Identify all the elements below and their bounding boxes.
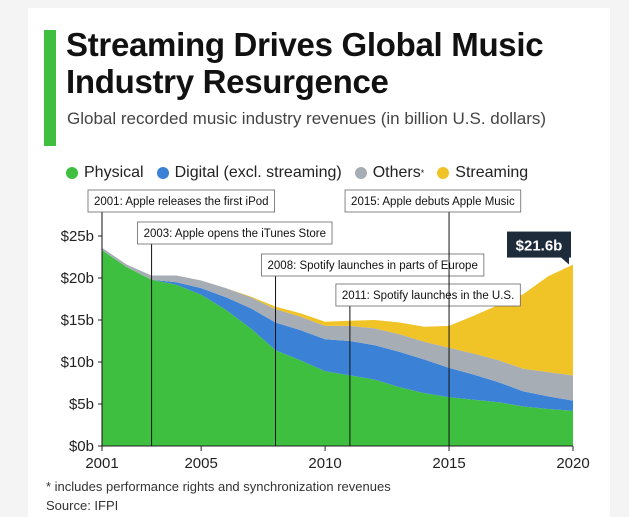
legend-label: Others [372, 164, 421, 181]
series-area-streaming [102, 247, 573, 376]
chart-title: Streaming Drives Global Music Industry R… [66, 26, 544, 100]
annotation-box [137, 221, 333, 245]
legend-item-digital: Digital (excl. streaming) [156, 164, 342, 182]
legend-swatch [156, 167, 169, 179]
legend-swatch [354, 167, 367, 179]
legend-item-others: Others * [354, 164, 425, 182]
end-value-badge-pointer [561, 257, 569, 265]
legend-label: Streaming [455, 164, 529, 181]
annotation-box [261, 253, 485, 277]
y-tick-label: $0b [69, 438, 94, 455]
legend-footnote-mark: * [420, 168, 425, 178]
annotation-box [87, 189, 275, 213]
legend-label: Physical [84, 164, 144, 181]
x-tick-label: 2005 [184, 455, 217, 472]
annotation-label: 2003: Apple opens the iTunes Store [144, 228, 326, 240]
y-tick-label: $15b [61, 312, 94, 329]
annotation-label: 2011: Spotify launches in the U.S. [342, 290, 514, 302]
x-tick-label: 2015 [432, 455, 465, 472]
y-tick-label: $5b [69, 396, 94, 413]
legend: Physical Digital (excl. streaming) Other… [66, 164, 541, 182]
legend-label: Digital (excl. streaming) [174, 164, 342, 181]
end-value-badge [507, 231, 571, 258]
chart-subtitle: Global recorded music industry revenues … [67, 109, 547, 128]
annotation-box [335, 283, 521, 307]
y-tick-label: $10b [61, 354, 94, 371]
annotation-label: 2001: Apple releases the first iPod [94, 196, 269, 208]
series-area-physical [102, 250, 573, 446]
series-area-others [102, 247, 573, 401]
annotation-label: 2008: Spotify launches in parts of Europ… [268, 260, 478, 272]
y-tick-label: $20b [61, 270, 94, 287]
x-tick-label: 2020 [556, 455, 589, 472]
x-tick-label: 2001 [85, 455, 118, 472]
legend-swatch [437, 167, 450, 179]
legend-item-streaming: Streaming [437, 164, 528, 182]
end-value-label: $21.6b [516, 238, 563, 255]
series-area-digital [102, 250, 573, 411]
footnote: * includes performance rights and synchr… [46, 479, 391, 494]
x-tick-label: 2010 [308, 455, 341, 472]
annotation-label: 2015: Apple debuts Apple Music [351, 196, 515, 208]
legend-swatch [66, 167, 78, 179]
legend-item-physical: Physical [66, 164, 144, 182]
annotation-box [344, 189, 522, 213]
accent-bar [44, 30, 56, 146]
y-tick-label: $25b [61, 228, 94, 245]
source-note: Source: IFPI [46, 498, 119, 513]
